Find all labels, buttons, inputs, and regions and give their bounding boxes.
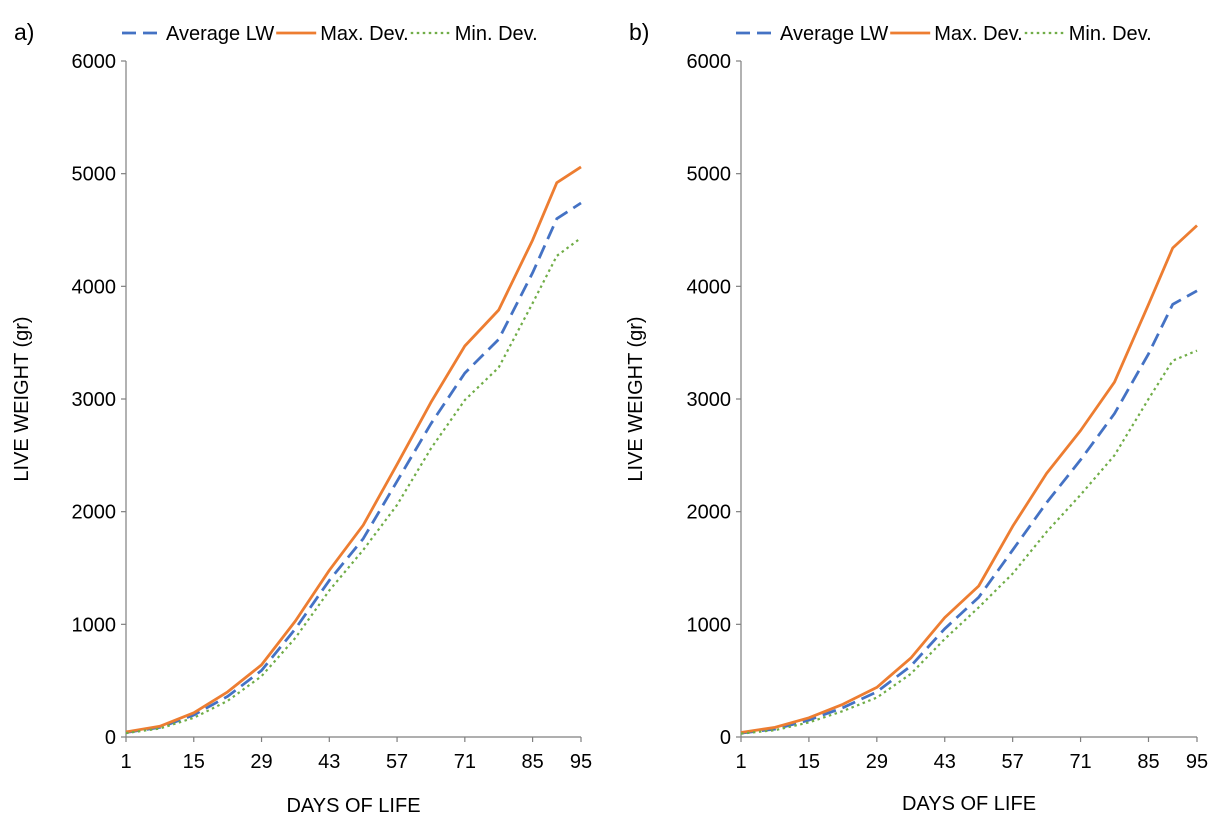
panel-b-x-tick-label: 95	[1186, 751, 1208, 773]
panel-b-label: b)	[629, 19, 649, 45]
panel-a-x-tick-label: 57	[386, 751, 408, 773]
panel-a-legend-label-average-lw: Average LW	[166, 23, 274, 45]
panel-b: b) 0 1000 2000 3000 4000 5000 6000 1 15 29 43 57 71 85…	[625, 19, 1208, 815]
panel-b-y-tick-label: 3000	[687, 389, 732, 411]
panel-a-series-min-dev-line	[125, 237, 582, 735]
panel-a-x-tick-label: 71	[454, 751, 476, 773]
panel-a-y-tick-label: 6000	[72, 51, 117, 73]
panel-b-x-tick-label: 71	[1069, 751, 1091, 773]
panel-b-legend-label-max-dev: Max. Dev.	[934, 23, 1023, 45]
panel-a-y-tick-label: 0	[105, 727, 116, 749]
panel-a-legend-label-min-dev: Min. Dev.	[455, 23, 538, 45]
panel-a-y-axis-title: LIVE WEIGHT (gr)	[11, 316, 33, 481]
panel-b-x-tick-label: 29	[866, 751, 888, 773]
panel-a-y-tick-label: 4000	[72, 276, 117, 298]
panel-b-series-average-lw-line	[740, 289, 1198, 735]
panel-b-x-tick-label: 15	[798, 751, 820, 773]
panel-b-y-axis-title: LIVE WEIGHT (gr)	[625, 316, 647, 481]
panel-b-y-tick-label: 6000	[687, 51, 732, 73]
panel-a-x-tick-label: 95	[570, 751, 592, 773]
panel-a-x-tick-label: 1	[120, 751, 131, 773]
panel-b-x-tick-label: 57	[1002, 751, 1024, 773]
panel-b-y-tick-label: 2000	[687, 502, 732, 524]
panel-a-legend: Average LW Max. Dev. Min. Dev.	[122, 23, 538, 45]
panel-b-legend: Average LW Max. Dev. Min. Dev.	[736, 23, 1152, 45]
panel-b-y-tick-label: 0	[720, 727, 731, 749]
panel-b-legend-label-min-dev: Min. Dev.	[1069, 23, 1152, 45]
panel-a-y-tick-label: 2000	[72, 502, 117, 524]
panel-a-y-tick-label: 1000	[72, 614, 117, 636]
panel-b-y-tick-label: 5000	[687, 164, 732, 186]
panel-a-x-axis-title: DAYS OF LIFE	[286, 795, 420, 817]
panel-a-x-tick-label: 43	[318, 751, 340, 773]
panel-b-x-tick-label: 43	[934, 751, 956, 773]
panel-a-label: a)	[14, 19, 34, 45]
panel-b-y-tick-label: 1000	[687, 614, 732, 636]
panel-a-x-tick-label: 29	[250, 751, 272, 773]
panel-a: a) 0 1000 2000 3000 4000 5000 6000 1 15 29 43 57 71 85…	[11, 19, 592, 817]
panel-b-x-tick-label: 85	[1137, 751, 1159, 773]
panel-a-series-average-lw-line	[125, 201, 582, 734]
panel-b-series-max-dev-line	[740, 224, 1198, 734]
panel-b-legend-label-average-lw: Average LW	[780, 23, 888, 45]
panel-a-x-tick-label: 85	[521, 751, 543, 773]
panel-b-series-min-dev-line	[740, 349, 1198, 735]
panel-a-x-tick-label: 15	[183, 751, 205, 773]
panel-a-y-tick-label: 3000	[72, 389, 117, 411]
panel-a-series-max-dev-line	[125, 165, 582, 734]
panel-a-y-tick-label: 5000	[72, 164, 117, 186]
panel-b-x-tick-label: 1	[735, 751, 746, 773]
panel-b-y-tick-label: 4000	[687, 276, 732, 298]
panel-b-x-axis-title: DAYS OF LIFE	[902, 793, 1036, 815]
panel-a-legend-label-max-dev: Max. Dev.	[320, 23, 409, 45]
